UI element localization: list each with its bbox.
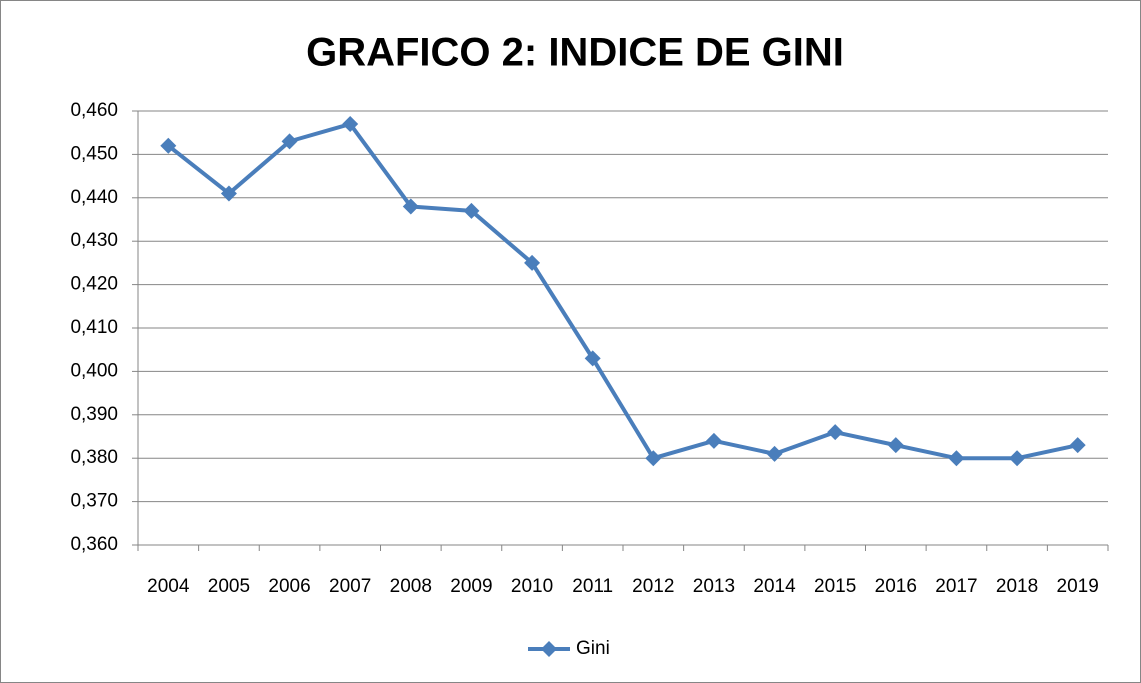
series-line	[167, 122, 1079, 461]
x-tick-label: 2011	[572, 576, 613, 597]
x-tick-label: 2004	[147, 576, 190, 597]
point-marker	[160, 137, 177, 154]
point-marker	[1069, 437, 1086, 454]
point-marker	[524, 254, 541, 271]
y-tick-label: 0,390	[70, 404, 118, 425]
x-tick-label: 2015	[814, 576, 856, 597]
x-tick-label: 2017	[935, 576, 977, 597]
x-tick-label: 2018	[996, 576, 1038, 597]
x-tick-label: 2009	[450, 576, 492, 597]
point-marker	[584, 350, 601, 367]
point-marker	[220, 185, 237, 202]
point-marker	[342, 116, 359, 133]
point-marker	[645, 450, 662, 467]
y-tick-label: 0,370	[70, 491, 118, 512]
y-tick-label: 0,380	[70, 447, 118, 468]
point-marker	[766, 445, 783, 462]
y-tick-label: 0,460	[70, 100, 118, 121]
legend-marker	[541, 641, 557, 657]
y-tick-label: 0,430	[70, 230, 118, 251]
point-marker	[887, 437, 904, 454]
y-tick-label: 0,360	[70, 534, 118, 555]
y-tick-label: 0,400	[70, 360, 118, 381]
point-marker	[402, 198, 419, 215]
point-marker	[948, 450, 965, 467]
x-tick-label: 2013	[693, 576, 735, 597]
chart-title: GRAFICO 2: INDICE DE GINI	[306, 31, 844, 75]
y-tick-label: 0,450	[70, 143, 118, 164]
x-tick-label: 2005	[208, 576, 250, 597]
x-tick-label: 2012	[632, 576, 674, 597]
point-marker	[1009, 450, 1026, 467]
point-marker	[705, 432, 722, 449]
y-tick-label: 0,420	[70, 274, 118, 295]
point-marker	[281, 133, 298, 150]
x-tick-label: 2006	[268, 576, 310, 597]
legend-label: Gini	[576, 638, 610, 659]
x-tick-label: 2016	[875, 576, 917, 597]
y-tick-label: 0,410	[70, 317, 118, 338]
y-tick-label: 0,440	[70, 187, 118, 208]
x-tick-label: 2019	[1057, 576, 1099, 597]
x-tick-label: 2008	[390, 576, 432, 597]
x-tick-label: 2010	[511, 576, 553, 597]
x-tick-label: 2014	[753, 576, 796, 597]
point-marker	[463, 202, 480, 219]
x-tick-label: 2007	[329, 576, 371, 597]
point-marker	[827, 424, 844, 441]
